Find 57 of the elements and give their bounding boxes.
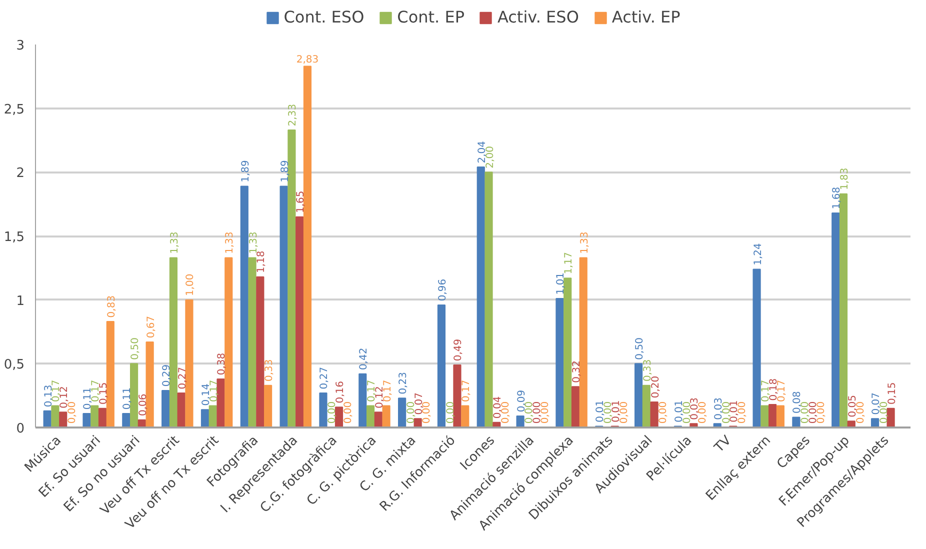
data-label: 1,24 <box>752 243 764 266</box>
data-label: 0,23 <box>398 372 410 394</box>
data-label: 1,33 <box>169 232 180 254</box>
y-tick-label: 1 <box>16 294 25 309</box>
data-label: 0,17 <box>208 380 220 402</box>
data-label: 1,00 <box>185 274 196 296</box>
y-tick-label: 2,5 <box>4 102 25 118</box>
data-label: 0,01 <box>674 400 685 422</box>
data-label: 0,27 <box>319 366 330 390</box>
data-label: 0,00 <box>737 401 748 424</box>
data-label: 0,17 <box>461 380 472 402</box>
data-label: 0,83 <box>106 295 118 318</box>
data-label: 1,01 <box>556 272 567 295</box>
data-label: 0,00 <box>500 401 512 424</box>
y-tick-label: 0 <box>16 422 25 436</box>
data-label: 0,11 <box>122 387 134 410</box>
y-tick-label: 3 <box>16 38 25 54</box>
data-label: 0,00 <box>721 401 732 424</box>
data-label: 0,00 <box>66 401 78 424</box>
data-label: 0,33 <box>264 359 276 382</box>
data-label: 0,00 <box>658 401 670 424</box>
data-label: 0,00 <box>540 401 551 424</box>
data-label: 0,32 <box>571 360 582 383</box>
data-label: 1,17 <box>564 252 575 274</box>
data-label: 0,29 <box>162 364 173 387</box>
data-label: 2,83 <box>296 54 319 66</box>
data-label: 0,15 <box>886 382 898 405</box>
data-label: 1,89 <box>280 160 291 182</box>
legend-label: Cont. ESO <box>284 8 364 26</box>
y-tick-label: 1,5 <box>4 230 25 245</box>
data-label: 1,18 <box>256 250 268 274</box>
data-label: 1,89 <box>240 160 252 182</box>
data-label: 0,17 <box>776 380 788 402</box>
legend-label: Activ. EP <box>612 8 680 26</box>
y-tick-label: 0,5 <box>4 358 25 373</box>
data-label: 0,06 <box>138 394 149 416</box>
legend-label: Cont. EP <box>397 8 464 26</box>
data-label: 1,33 <box>224 232 236 254</box>
data-label: 0,42 <box>358 348 370 370</box>
data-label: 0,67 <box>146 316 157 338</box>
y-tick-label: 2 <box>16 166 25 182</box>
legend-label: Activ. ESO <box>497 8 579 26</box>
data-label: 0,50 <box>130 338 142 360</box>
data-label: 0,00 <box>342 401 354 424</box>
data-label: 1,65 <box>296 190 307 214</box>
data-label: 0,00 <box>445 401 456 424</box>
data-label: 0,96 <box>437 278 448 302</box>
data-label: 0,00 <box>327 401 338 424</box>
data-label: 0,38 <box>216 352 228 376</box>
data-label: 0,16 <box>334 380 346 404</box>
data-label: 0,27 <box>177 366 188 390</box>
data-label: 1,33 <box>579 232 590 254</box>
data-label: 2,33 <box>288 104 299 126</box>
data-label: 0,50 <box>634 338 646 360</box>
data-label: 1,83 <box>839 168 850 190</box>
x-tick-label: TV <box>711 433 735 456</box>
data-label: 0,49 <box>453 338 464 362</box>
